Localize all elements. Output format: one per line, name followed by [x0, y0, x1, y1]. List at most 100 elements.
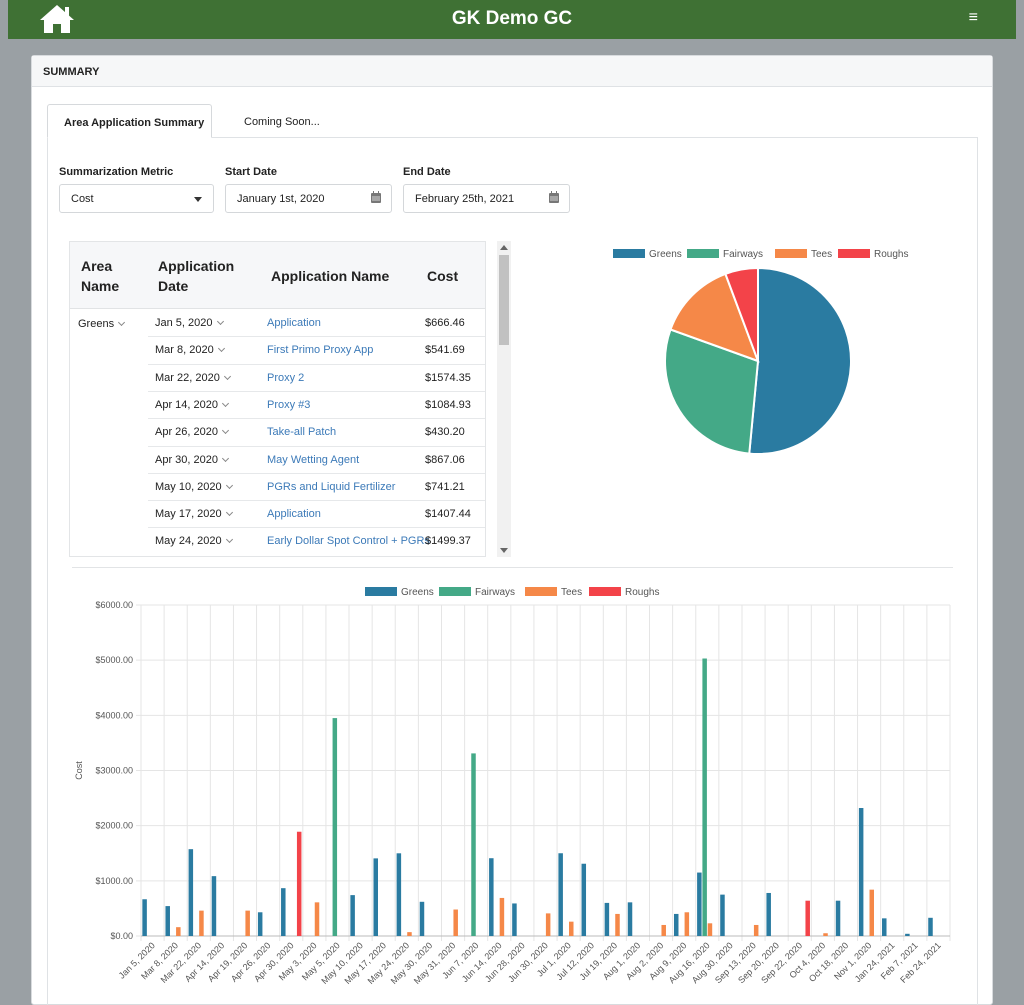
end-date-input[interactable]: February 25th, 2021 [403, 184, 570, 213]
bar-tees[interactable] [661, 924, 666, 936]
date-cell[interactable]: Apr 26, 2020 [155, 426, 230, 438]
legend-label-greens[interactable]: Greens [401, 587, 434, 598]
application-name-link[interactable]: Application [267, 317, 321, 329]
bar-tees[interactable] [569, 921, 574, 936]
metric-select[interactable]: Cost [59, 184, 214, 213]
bar-tees[interactable] [684, 912, 690, 936]
legend-swatch-tees[interactable] [775, 249, 807, 258]
bar-tees[interactable] [245, 910, 250, 936]
area-cell-greens[interactable]: Greens [78, 318, 126, 330]
date-cell[interactable]: Mar 22, 2020 [155, 372, 231, 384]
pie-slice-greens[interactable] [748, 266, 852, 455]
application-name-link[interactable]: Application [267, 508, 321, 521]
legend-swatch-greens[interactable] [613, 249, 645, 258]
bar-greens[interactable] [419, 901, 425, 936]
date-cell[interactable]: Jan 5, 2020 [155, 317, 224, 329]
date-cell[interactable]: Mar 8, 2020 [155, 344, 225, 356]
date-cell[interactable]: May 17, 2020 [155, 508, 233, 520]
bar-greens[interactable] [581, 863, 587, 936]
bar-greens[interactable] [350, 895, 355, 936]
bar-tees[interactable] [499, 897, 505, 936]
bar-greens[interactable] [766, 892, 771, 936]
bar-greens[interactable] [489, 858, 494, 936]
bar-fairways[interactable] [702, 658, 707, 936]
application-name-link[interactable]: Proxy 2 [267, 371, 305, 384]
application-name-link[interactable]: Take-all Patch [267, 426, 337, 439]
bar-greens[interactable] [928, 917, 933, 936]
pie-slice-fairways[interactable] [664, 328, 760, 455]
bar-fairways[interactable] [471, 753, 476, 936]
legend-swatch-greens[interactable] [365, 587, 397, 596]
bar-greens[interactable] [396, 853, 402, 936]
bar-greens[interactable] [604, 902, 610, 936]
bar-tees[interactable] [869, 889, 875, 936]
bar-tees[interactable] [753, 924, 759, 936]
legend-label-roughs[interactable]: Roughs [625, 587, 659, 598]
bar-greens[interactable] [257, 912, 263, 936]
bar-greens[interactable] [673, 913, 679, 936]
calendar-icon[interactable] [549, 191, 559, 203]
bar-greens[interactable] [281, 888, 286, 936]
bar-tees[interactable] [176, 927, 181, 936]
legend-swatch-fairways[interactable] [439, 587, 471, 596]
date-cell[interactable]: May 24, 2020 [155, 535, 233, 547]
bar-greens[interactable] [697, 872, 702, 936]
bar-greens[interactable] [373, 858, 379, 936]
tab-area-application-summary[interactable]: Area Application Summary [47, 104, 212, 138]
bar-greens[interactable] [905, 933, 910, 936]
bar-greens[interactable] [142, 899, 147, 936]
bar-greens[interactable] [211, 876, 217, 936]
bar-greens[interactable] [627, 902, 633, 936]
bar-tees[interactable] [199, 910, 204, 936]
application-name-link[interactable]: Early Dollar Spot Control + PGRs [267, 535, 430, 548]
pie-slice-roughs[interactable] [724, 266, 759, 362]
bar-fairways[interactable] [332, 718, 338, 936]
bar-tees[interactable] [545, 913, 551, 936]
scroll-thumb[interactable] [499, 255, 509, 345]
bar-greens[interactable] [188, 849, 194, 936]
application-name-link[interactable]: Proxy #3 [267, 398, 311, 411]
legend-label-greens[interactable]: Greens [649, 249, 682, 260]
bar-tees[interactable] [707, 923, 713, 936]
bar-greens[interactable] [720, 894, 725, 936]
date-cell[interactable]: May 10, 2020 [155, 481, 233, 493]
table-row: Mar 8, 2020 First Primo Proxy App $541.69 [70, 336, 485, 363]
bar-greens[interactable] [858, 808, 864, 936]
bar-greens[interactable] [512, 903, 517, 936]
legend-label-fairways[interactable]: Fairways [723, 249, 763, 260]
legend-swatch-fairways[interactable] [687, 249, 719, 258]
application-name-link[interactable]: PGRs and Liquid Fertilizer [267, 480, 396, 493]
legend-swatch-roughs[interactable] [838, 249, 870, 258]
legend-label-roughs[interactable]: Roughs [874, 249, 908, 260]
legend-label-fairways[interactable]: Fairways [475, 587, 515, 598]
bar-roughs[interactable] [296, 831, 302, 936]
table-scrollbar[interactable] [497, 241, 511, 557]
date-cell[interactable]: Apr 14, 2020 [155, 399, 230, 411]
pie-slice-tees[interactable] [669, 272, 760, 363]
application-name-link[interactable]: May Wetting Agent [267, 453, 360, 466]
legend-swatch-tees[interactable] [525, 587, 557, 596]
scroll-down-icon[interactable] [500, 548, 508, 553]
start-date-input[interactable]: January 1st, 2020 [225, 184, 392, 213]
bar-tees[interactable] [407, 932, 412, 936]
legend-label-tees[interactable]: Tees [811, 249, 832, 260]
bar-roughs[interactable] [805, 900, 810, 936]
bar-greens[interactable] [558, 853, 563, 936]
tab-coming-soon[interactable]: Coming Soon... [244, 116, 320, 128]
bar-greens[interactable] [882, 918, 887, 936]
bar-greens[interactable] [835, 900, 841, 936]
legend-label-tees[interactable]: Tees [561, 587, 582, 598]
bar-greens[interactable] [165, 906, 170, 936]
scroll-up-icon[interactable] [500, 245, 508, 250]
hamburger-menu-icon[interactable]: ≡ [968, 9, 978, 26]
bar-tees[interactable] [615, 913, 620, 936]
y-tick-label: $2000.00 [95, 821, 133, 831]
legend-swatch-roughs[interactable] [589, 587, 621, 596]
date-cell[interactable]: Apr 30, 2020 [155, 454, 230, 466]
bar-tees[interactable] [314, 902, 320, 936]
application-name-link[interactable]: First Primo Proxy App [267, 344, 374, 357]
bar-tees[interactable] [823, 933, 828, 936]
home-icon[interactable] [38, 3, 76, 35]
bar-tees[interactable] [453, 909, 458, 936]
calendar-icon[interactable] [371, 191, 381, 203]
